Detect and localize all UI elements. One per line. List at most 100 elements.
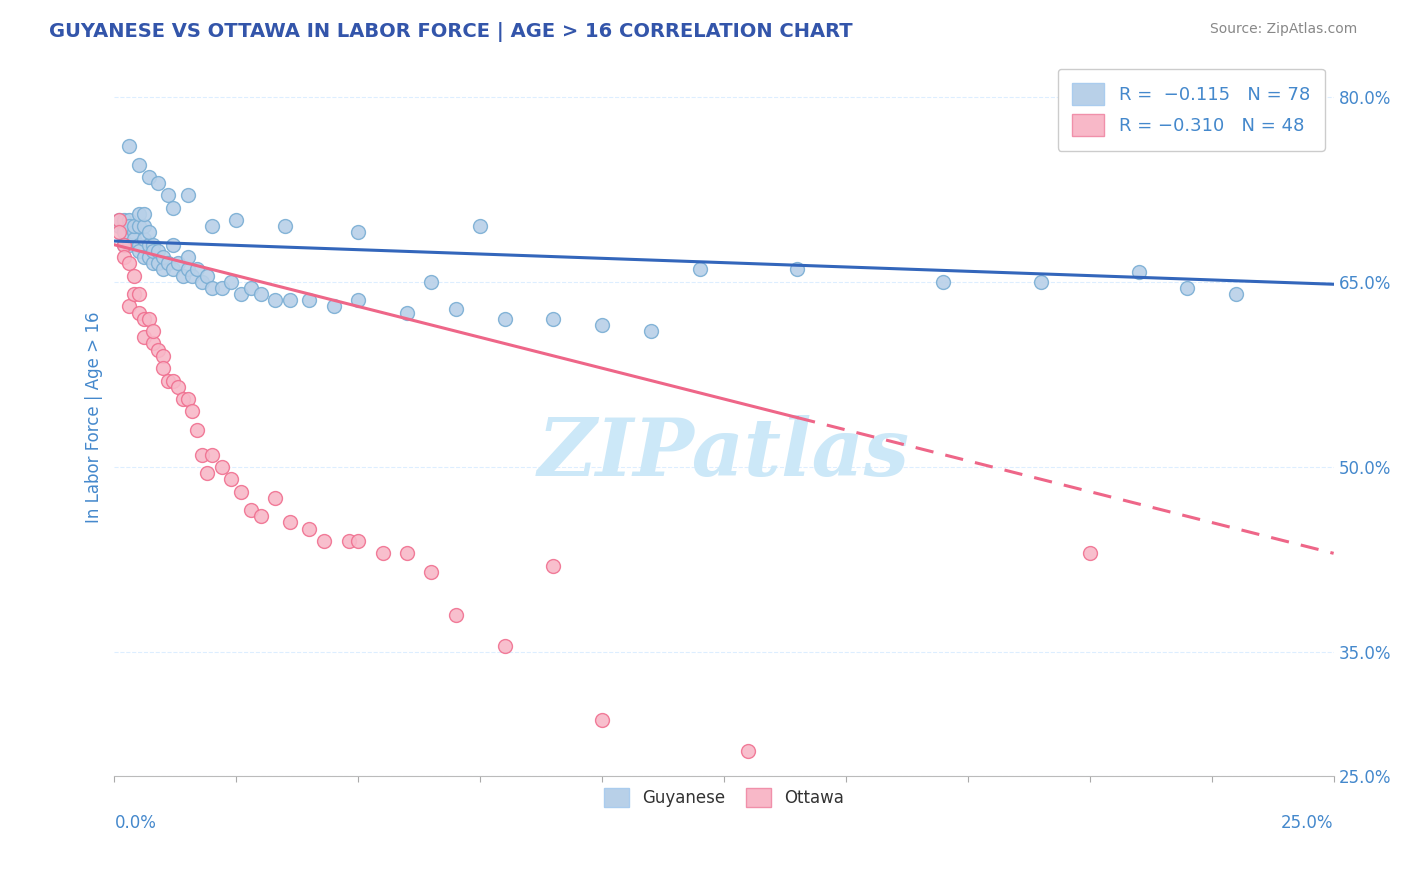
Legend: Guyanese, Ottawa: Guyanese, Ottawa — [598, 781, 851, 814]
Point — [162, 201, 184, 215]
Point — [128, 287, 150, 301]
Point — [108, 213, 131, 227]
Point — [444, 608, 467, 623]
Point — [152, 361, 174, 376]
Point — [166, 256, 188, 270]
Point — [128, 207, 150, 221]
Text: GUYANESE VS OTTAWA IN LABOR FORCE | AGE > 16 CORRELATION CHART: GUYANESE VS OTTAWA IN LABOR FORCE | AGE … — [49, 22, 853, 42]
Point — [128, 237, 150, 252]
Point — [132, 231, 155, 245]
Point — [132, 250, 155, 264]
Point — [347, 293, 370, 308]
Point — [152, 349, 174, 363]
Point — [176, 392, 198, 406]
Point — [444, 301, 467, 316]
Point — [122, 219, 145, 234]
Point — [108, 213, 131, 227]
Point — [470, 219, 492, 234]
Point — [132, 311, 155, 326]
Point — [201, 281, 224, 295]
Point — [128, 305, 150, 319]
Point — [181, 268, 204, 283]
Text: ZIPatlas: ZIPatlas — [538, 415, 910, 492]
Point — [118, 300, 141, 314]
Point — [395, 305, 418, 319]
Point — [395, 546, 418, 560]
Point — [176, 262, 198, 277]
Point — [1128, 265, 1150, 279]
Point — [231, 287, 253, 301]
Point — [225, 213, 247, 227]
Point — [591, 318, 613, 332]
Point — [128, 244, 150, 258]
Point — [132, 207, 155, 221]
Point — [264, 491, 287, 505]
Text: 25.0%: 25.0% — [1281, 814, 1334, 832]
Point — [162, 237, 184, 252]
Point — [152, 262, 174, 277]
Point — [142, 256, 165, 270]
Point — [211, 281, 233, 295]
Point — [322, 300, 344, 314]
Point — [108, 226, 131, 240]
Point — [176, 250, 198, 264]
Point — [195, 268, 218, 283]
Point — [786, 262, 808, 277]
Point — [420, 565, 443, 579]
Point — [201, 448, 224, 462]
Point — [138, 311, 160, 326]
Point — [420, 275, 443, 289]
Point — [138, 226, 160, 240]
Point — [195, 466, 218, 480]
Point — [112, 219, 135, 234]
Point — [314, 533, 336, 548]
Point — [191, 448, 214, 462]
Text: 0.0%: 0.0% — [114, 814, 156, 832]
Point — [157, 374, 180, 388]
Point — [138, 169, 160, 184]
Point — [108, 219, 131, 234]
Point — [138, 237, 160, 252]
Point — [112, 226, 135, 240]
Point — [249, 287, 271, 301]
Point — [689, 262, 711, 277]
Point — [1029, 275, 1052, 289]
Point — [640, 324, 662, 338]
Point — [148, 176, 170, 190]
Point — [122, 231, 145, 245]
Point — [166, 380, 188, 394]
Point — [162, 262, 184, 277]
Point — [132, 219, 155, 234]
Point — [112, 213, 135, 227]
Point — [371, 546, 394, 560]
Point — [181, 404, 204, 418]
Point — [142, 244, 165, 258]
Point — [231, 484, 253, 499]
Point — [142, 324, 165, 338]
Text: Source: ZipAtlas.com: Source: ZipAtlas.com — [1209, 22, 1357, 37]
Point — [298, 522, 321, 536]
Point — [211, 459, 233, 474]
Point — [191, 275, 214, 289]
Point — [132, 330, 155, 344]
Point — [138, 250, 160, 264]
Point — [221, 472, 243, 486]
Point — [122, 268, 145, 283]
Point — [172, 268, 194, 283]
Point — [737, 744, 759, 758]
Y-axis label: In Labor Force | Age > 16: In Labor Force | Age > 16 — [86, 312, 103, 524]
Point — [122, 287, 145, 301]
Point — [278, 516, 301, 530]
Point — [186, 262, 208, 277]
Point — [274, 219, 297, 234]
Point — [1078, 546, 1101, 560]
Point — [221, 275, 243, 289]
Point — [1225, 287, 1247, 301]
Point — [347, 226, 370, 240]
Point — [494, 311, 516, 326]
Point — [172, 392, 194, 406]
Point — [157, 188, 180, 202]
Point — [298, 293, 321, 308]
Point — [239, 503, 262, 517]
Point — [264, 293, 287, 308]
